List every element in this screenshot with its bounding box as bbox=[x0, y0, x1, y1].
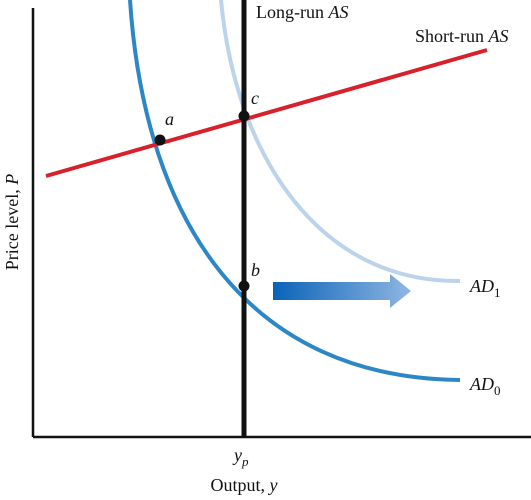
ad0-label-sub: 0 bbox=[494, 383, 501, 398]
point-a-dot bbox=[154, 134, 166, 146]
ad1-label-sub: 1 bbox=[494, 285, 501, 300]
y-axis-label: Price level, P bbox=[2, 174, 22, 270]
ad0-label: AD0 bbox=[469, 374, 501, 398]
long-run-as-var: AS bbox=[327, 2, 348, 22]
point-b-dot bbox=[238, 280, 250, 292]
point-c-dot bbox=[238, 110, 250, 122]
yp-label-main: y bbox=[232, 445, 242, 465]
short-run-as-prefix: Short-run bbox=[415, 26, 489, 46]
point-a-label: a bbox=[165, 109, 174, 129]
shift-arrow bbox=[273, 274, 411, 308]
ad1-label-main: AD bbox=[469, 276, 494, 296]
short-run-as-label: Short-run AS bbox=[415, 26, 509, 46]
short-run-as-line bbox=[45, 48, 488, 178]
y-axis-label-prefix: Price level, bbox=[2, 185, 22, 270]
ad1-label: AD1 bbox=[469, 276, 501, 300]
long-run-as-label: Long-run AS bbox=[256, 2, 348, 22]
x-axis-label-prefix: Output, bbox=[210, 475, 269, 495]
yp-label-sub: p bbox=[241, 454, 249, 469]
long-run-as-prefix: Long-run bbox=[256, 2, 328, 22]
ad1-curve bbox=[219, 0, 461, 284]
x-axis-label-var: y bbox=[268, 475, 278, 495]
y-axis-label-var: P bbox=[2, 174, 22, 186]
yp-label: yp bbox=[232, 445, 249, 469]
x-axis-label: Output, y bbox=[210, 475, 277, 495]
point-b-label: b bbox=[251, 260, 260, 280]
ad0-label-main: AD bbox=[469, 374, 494, 394]
point-c-label: c bbox=[251, 88, 259, 108]
ad0-curve bbox=[128, 0, 461, 382]
short-run-as-var: AS bbox=[488, 26, 509, 46]
